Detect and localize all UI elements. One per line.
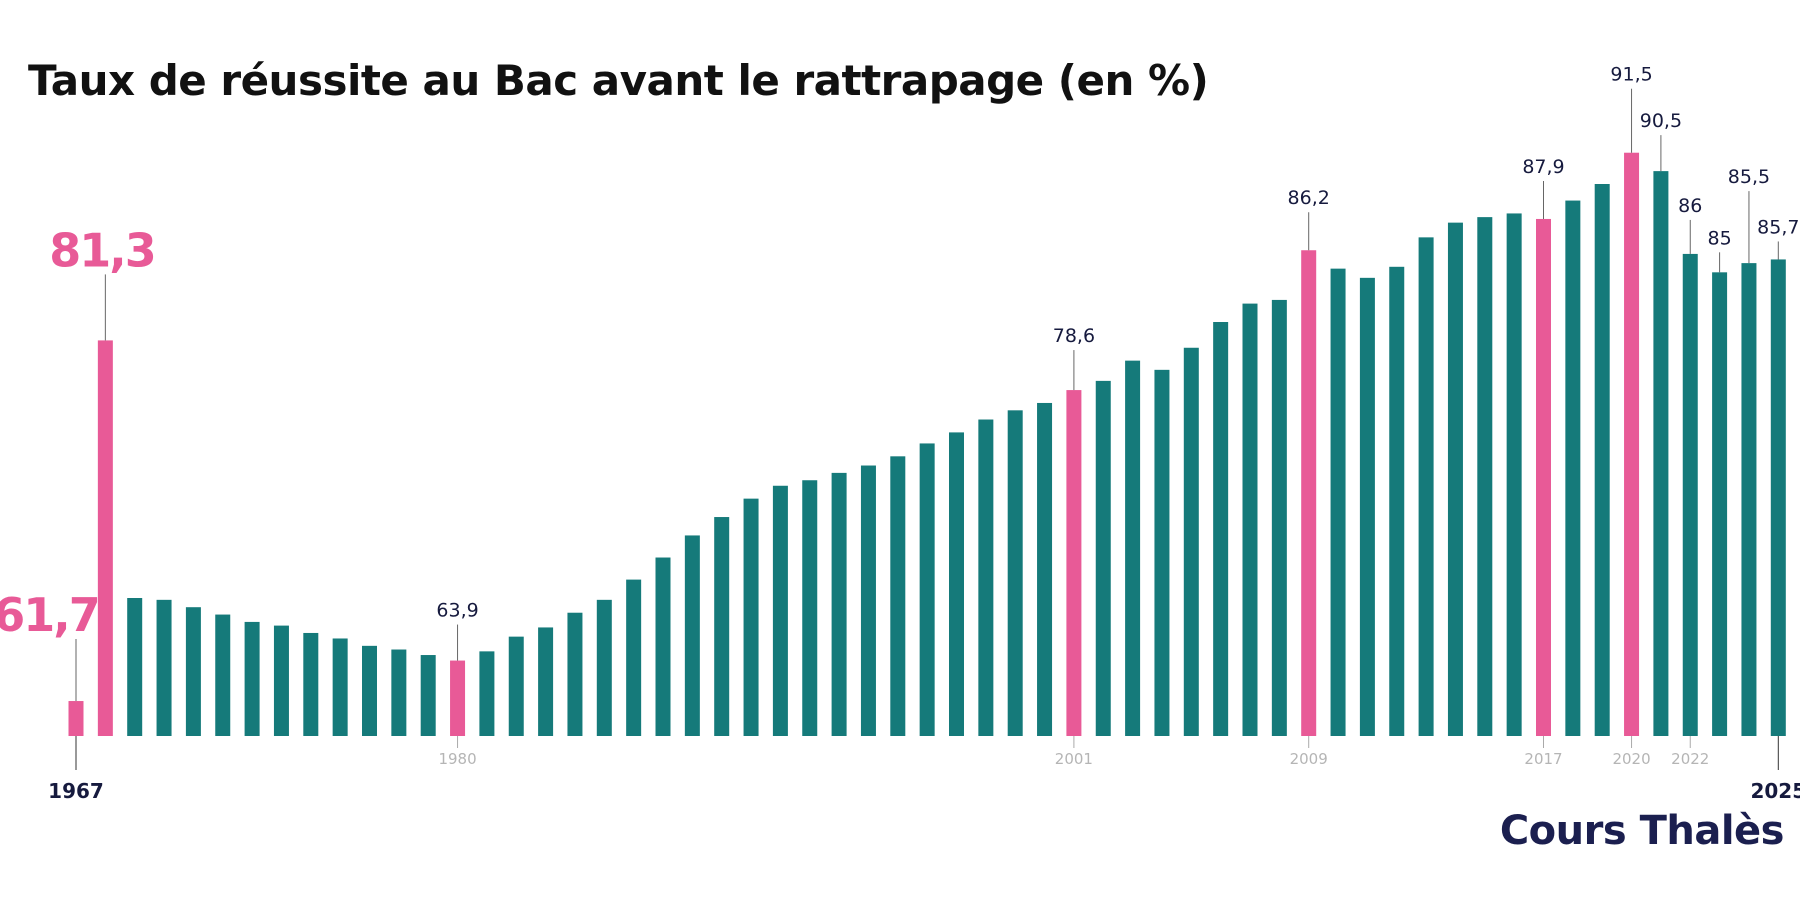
bar-1978 <box>391 649 407 736</box>
bar-2009 <box>1301 250 1317 737</box>
bar-2016 <box>1506 213 1522 736</box>
data-label: 81,3 <box>49 223 155 277</box>
bar-1974 <box>273 625 289 736</box>
data-label: 78,6 <box>1053 325 1095 347</box>
bar-1993 <box>831 472 847 736</box>
data-label: 86,2 <box>1288 187 1330 209</box>
x-tick-label: 2017 <box>1524 750 1562 768</box>
bar-2023 <box>1712 272 1728 736</box>
bar-2022 <box>1682 253 1698 737</box>
data-label: 86 <box>1678 195 1702 217</box>
bar-2013 <box>1418 237 1434 737</box>
bar-2011 <box>1359 277 1375 736</box>
bar-2015 <box>1477 217 1493 736</box>
data-label: 85 <box>1708 227 1732 249</box>
bar-2003 <box>1125 360 1141 736</box>
x-tick-label: 2009 <box>1290 750 1328 768</box>
data-label: 63,9 <box>436 600 478 622</box>
chart-title: Taux de réussite au Bac avant le rattrap… <box>28 56 1209 105</box>
bar-2019 <box>1594 184 1610 736</box>
x-tick-label: 1980 <box>438 750 476 768</box>
bar-1979 <box>420 655 436 736</box>
bar-1985 <box>596 599 612 736</box>
bar-1973 <box>244 621 260 736</box>
bar-1991 <box>772 485 788 736</box>
bar-2024 <box>1741 263 1757 736</box>
bar-2018 <box>1565 200 1581 736</box>
bar-2007 <box>1242 303 1258 736</box>
bar-2021 <box>1653 171 1669 736</box>
bar-2001 <box>1066 390 1082 736</box>
bar-2025 <box>1770 259 1786 736</box>
bar-1997 <box>949 432 964 736</box>
data-label: 91,5 <box>1610 64 1652 86</box>
bar-1982 <box>508 636 524 736</box>
bar-1990 <box>743 498 759 736</box>
bar-2010 <box>1330 268 1346 736</box>
bar-1996 <box>919 443 935 736</box>
bar-1972 <box>215 614 231 736</box>
bar-1969 <box>127 598 143 736</box>
bar-2005 <box>1183 347 1199 736</box>
x-tick-label: 1967 <box>48 779 104 803</box>
bar-2006 <box>1213 322 1229 736</box>
bar-1992 <box>802 480 818 736</box>
bar-1976 <box>332 638 348 736</box>
x-tick-label: 2020 <box>1612 750 1650 768</box>
bar-2017 <box>1536 218 1551 736</box>
data-label: 87,9 <box>1522 156 1564 178</box>
bar-1975 <box>303 632 319 736</box>
bar-1984 <box>567 612 583 736</box>
bar-1968 <box>97 340 113 736</box>
bar-2012 <box>1389 266 1405 736</box>
bar-2002 <box>1095 380 1111 736</box>
x-tick-label: 2001 <box>1055 750 1093 768</box>
bar-1987 <box>655 557 671 736</box>
bar-1983 <box>538 627 554 736</box>
bar-1971 <box>185 607 201 736</box>
x-tick-label: 2022 <box>1671 750 1709 768</box>
bar-1986 <box>626 579 642 736</box>
bar-1967 <box>68 701 84 736</box>
brand-logo: Cours Thalès <box>1499 808 1785 854</box>
bar-1989 <box>714 517 730 736</box>
bar-1977 <box>362 645 377 736</box>
data-label: 85,5 <box>1728 166 1770 188</box>
bar-1998 <box>978 419 994 736</box>
bar-1970 <box>156 599 172 736</box>
data-label: 61,7 <box>0 588 99 642</box>
data-label: 90,5 <box>1640 110 1682 132</box>
x-tick-label: 2025 <box>1750 779 1800 803</box>
bar-2004 <box>1154 369 1170 736</box>
bar-2020 <box>1624 152 1640 737</box>
bar-1988 <box>684 535 700 736</box>
bar-1980 <box>450 660 466 736</box>
bar-1995 <box>890 456 906 736</box>
bar-2014 <box>1447 222 1463 736</box>
bar-1981 <box>479 651 495 736</box>
bar-2000 <box>1037 402 1053 736</box>
bar-1994 <box>860 465 876 736</box>
data-label: 85,7 <box>1757 216 1799 238</box>
bar-1999 <box>1007 410 1023 736</box>
bar-2008 <box>1271 299 1287 736</box>
